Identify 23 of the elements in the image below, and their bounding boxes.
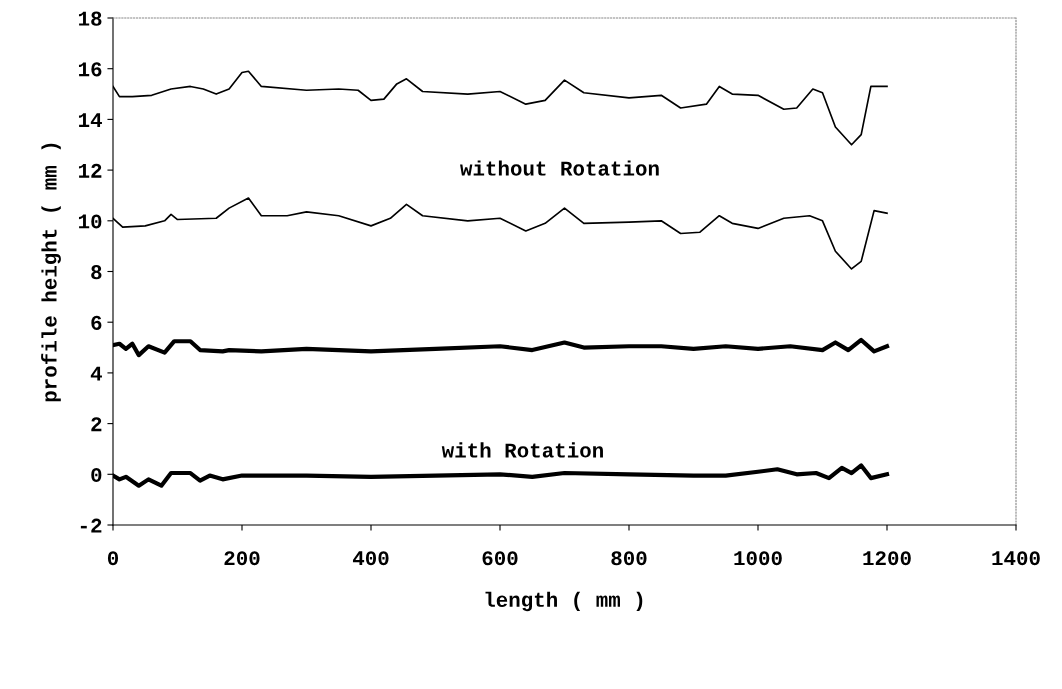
y-tick-label: -2 [80,518,102,533]
y-tick-label: 0 [91,467,102,483]
y-axis-title: profile height ( mm ) [41,143,61,402]
y-tick-label: 2 [91,417,102,432]
annotation: without Rotation [460,160,659,176]
y-tick-label: 14 [78,113,102,127]
y-tick-label: 10 [78,214,102,229]
y-tick-label: 4 [90,366,102,381]
x-axis-title: length ( mm ) [485,591,643,612]
annotation: with Rotation [441,442,603,458]
x-tick-label: 800 [611,551,647,566]
x-tick-label: 1200 [863,551,911,566]
y-tick-label: 12 [78,163,102,178]
y-tick-label: 8 [91,265,102,280]
x-tick-label: 1000 [734,551,782,566]
y-tick-label: 6 [91,315,102,330]
y-tick-label: 16 [78,62,102,77]
x-tick-label: 600 [482,551,518,566]
x-tick-label: 0 [107,551,119,566]
x-tick-label: 200 [224,551,260,566]
x-tick-label: 400 [352,551,389,566]
y-tick-label: 18 [78,11,102,26]
x-tick-label: 1400 [992,551,1040,566]
